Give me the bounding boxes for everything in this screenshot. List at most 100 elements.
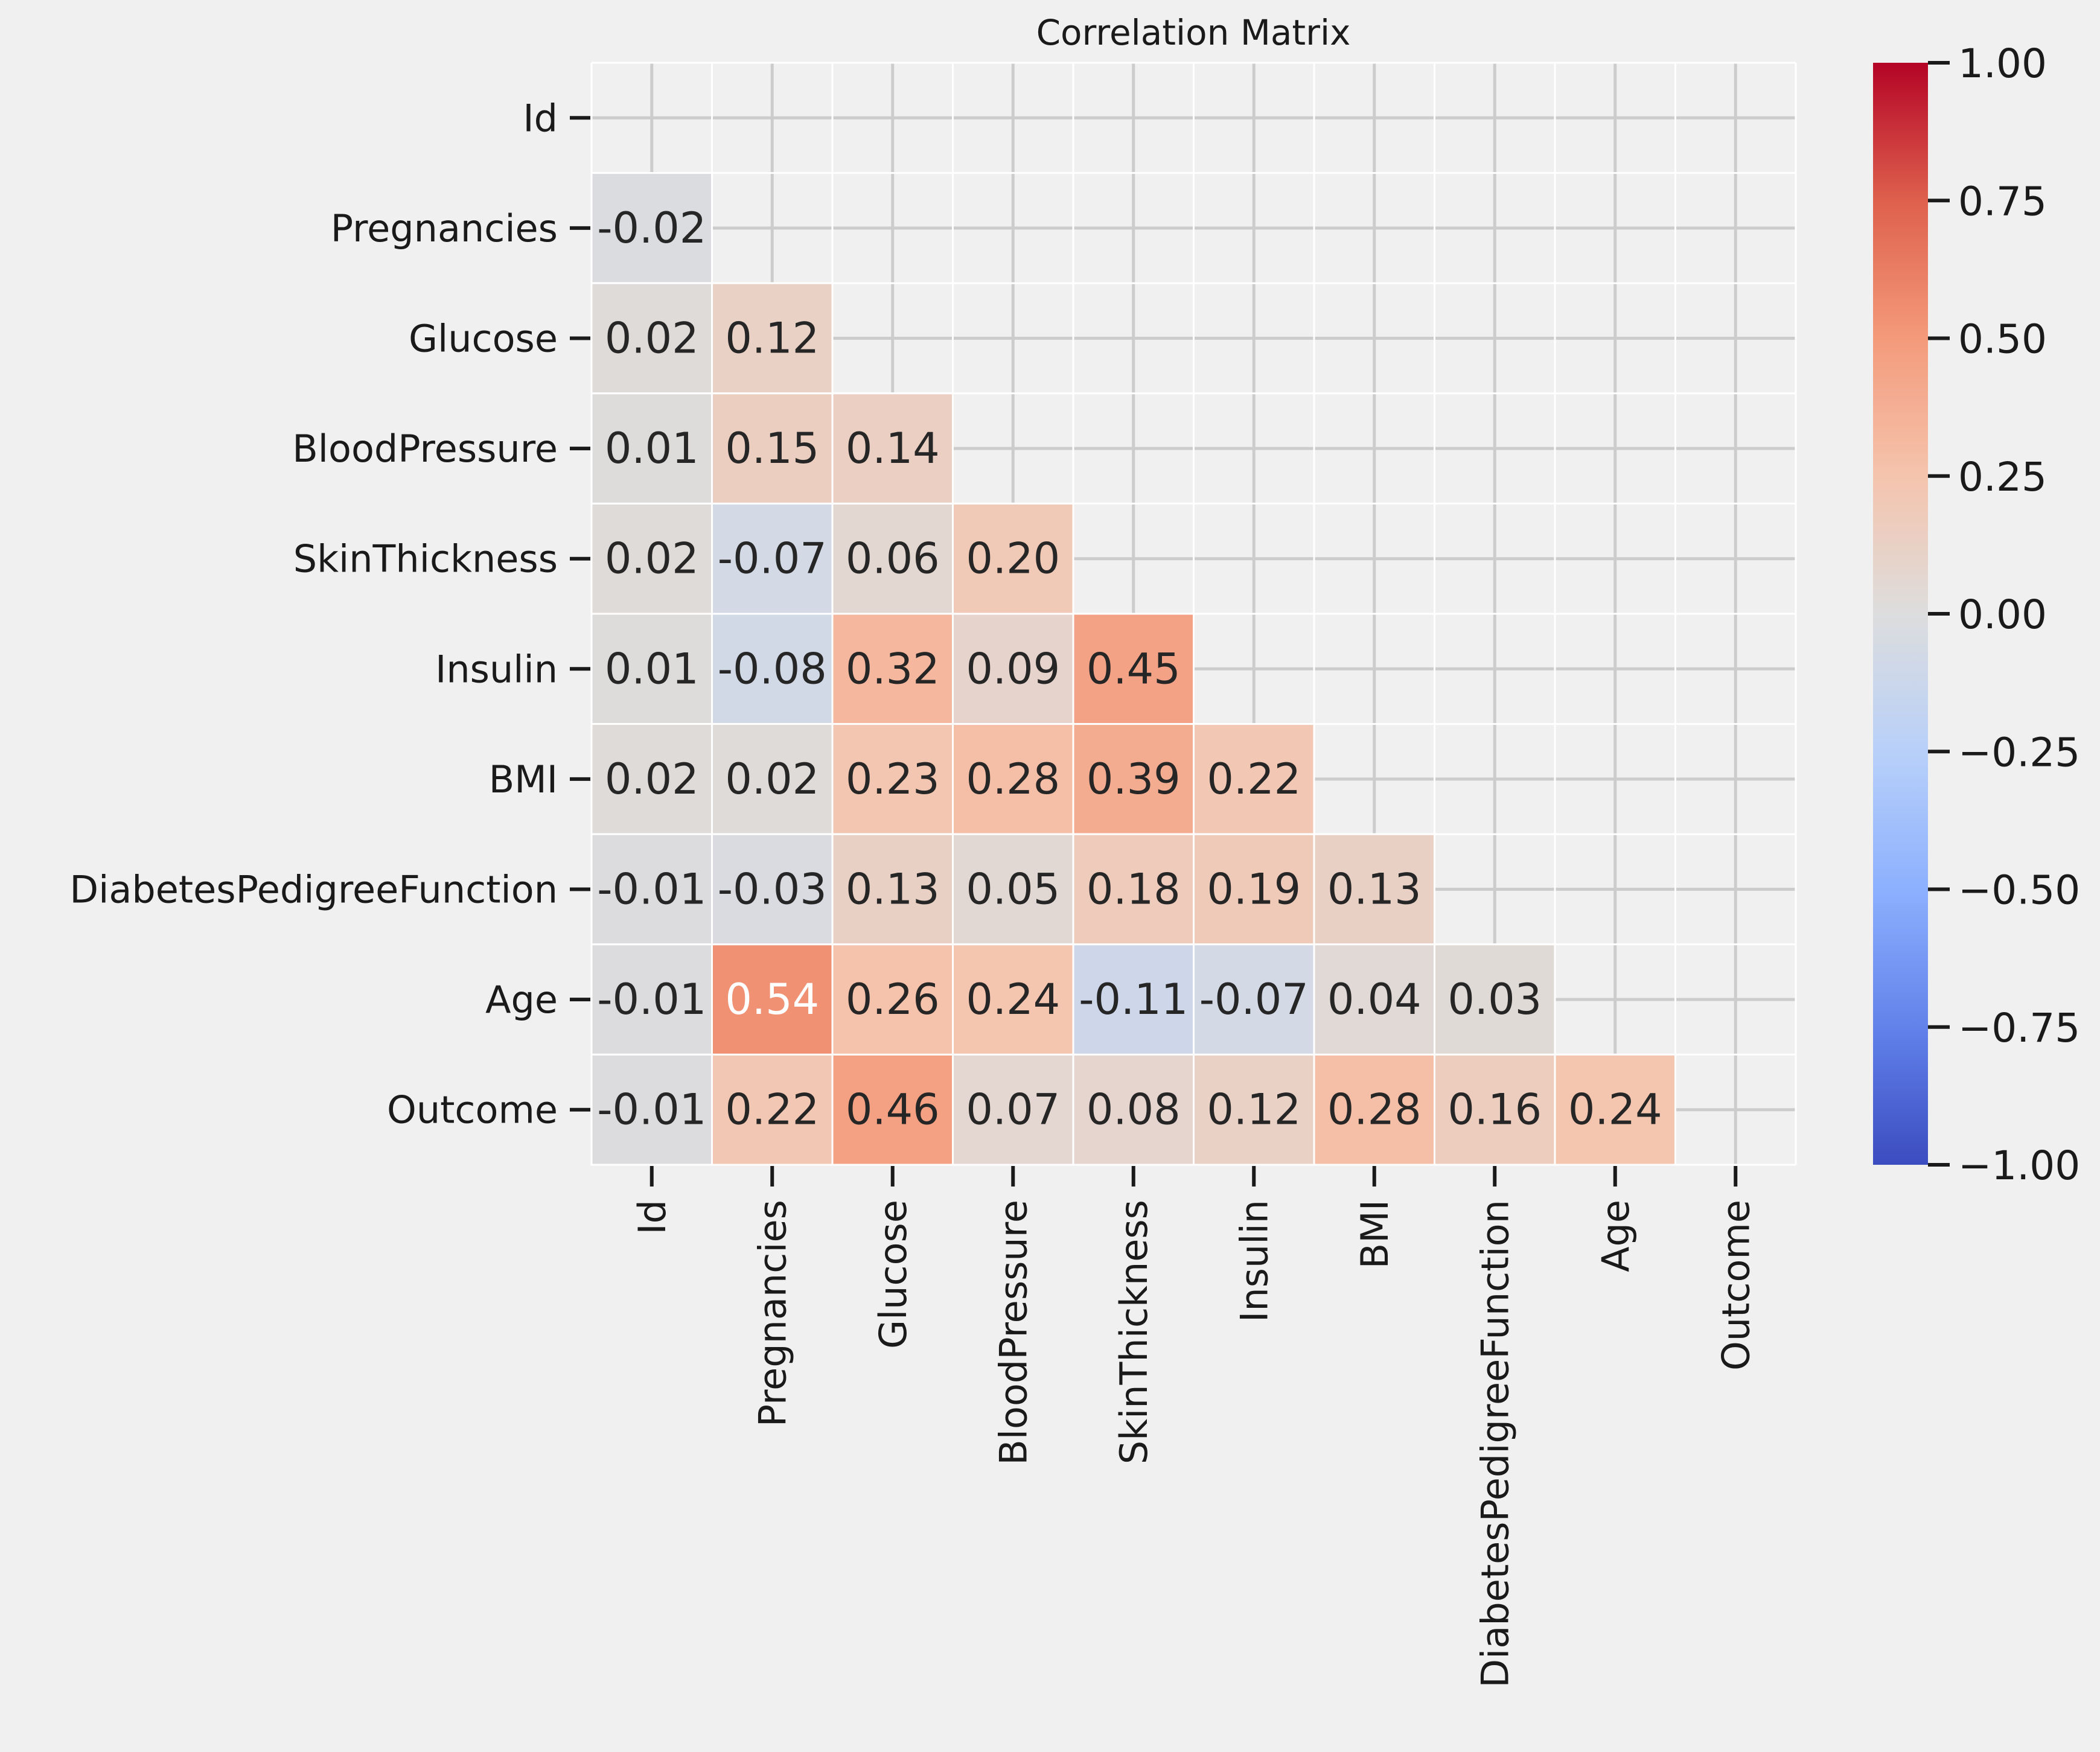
cell-value: -0.07 xyxy=(1199,975,1309,1024)
cell-value: 0.03 xyxy=(1447,975,1542,1024)
cell-value: -0.01 xyxy=(597,975,706,1024)
cell-value: 0.16 xyxy=(1447,1085,1542,1135)
x-axis: Id Pregnancies Glucose BloodPressure SkinThi… xyxy=(630,1166,1758,1688)
heatmap-cells xyxy=(590,172,1676,1166)
cell-value: 0.02 xyxy=(605,314,699,363)
heatmap-cell xyxy=(1193,1053,1315,1166)
cell-value: -0.08 xyxy=(718,644,827,693)
cell-value: 0.12 xyxy=(725,314,819,363)
cell-value: 0.02 xyxy=(605,534,699,584)
heatmap-cell xyxy=(711,613,834,725)
heatmap-cell xyxy=(952,1053,1074,1166)
cell-value: 0.23 xyxy=(846,754,940,804)
x-tick-label: Age xyxy=(1594,1200,1638,1272)
heatmap-cell xyxy=(711,502,834,615)
heatmap-cell xyxy=(711,723,834,835)
colorbar-tick-label: 0.50 xyxy=(1958,316,2047,363)
cell-value: 0.46 xyxy=(846,1085,940,1135)
cell-value: 0.01 xyxy=(605,644,699,693)
colorbar-tick-label: 0.25 xyxy=(1958,454,2047,500)
y-tick-label: BMI xyxy=(489,757,558,801)
heatmap-cell xyxy=(711,833,834,946)
cell-value: 0.14 xyxy=(846,424,940,473)
heatmap-cell xyxy=(590,1053,713,1166)
cell-value: 0.06 xyxy=(846,534,940,584)
heatmap-cell xyxy=(831,833,954,946)
y-tick-label: Glucose xyxy=(409,317,558,361)
cell-value: -0.03 xyxy=(718,865,827,914)
cell-value: 0.04 xyxy=(1327,975,1422,1024)
cell-value: 0.15 xyxy=(725,424,819,473)
heatmap-cell xyxy=(952,723,1074,835)
y-tick-label: BloodPressure xyxy=(292,427,558,471)
heatmap-cell xyxy=(711,282,834,395)
x-tick-label: Pregnancies xyxy=(750,1200,794,1427)
cell-value: 0.02 xyxy=(725,754,819,804)
heatmap-cell xyxy=(1313,833,1435,946)
cell-value: 0.39 xyxy=(1087,754,1181,804)
y-axis: Id Pregnancies Glucose BloodPressure SkinThi… xyxy=(69,96,590,1132)
heatmap-cell xyxy=(952,833,1074,946)
colorbar-tick-label: 0.75 xyxy=(1958,178,2047,225)
x-tick-label: Outcome xyxy=(1714,1200,1758,1371)
cell-value: 0.05 xyxy=(966,865,1060,914)
heatmap-cell xyxy=(1434,943,1556,1056)
colorbar-tick-label: 1.00 xyxy=(1958,40,2047,87)
colorbar-tick-label: 0.00 xyxy=(1958,591,2047,638)
cell-value: 0.01 xyxy=(605,424,699,473)
cell-value: 0.24 xyxy=(966,975,1060,1024)
y-tick-label: DiabetesPedigreeFunction xyxy=(69,868,558,912)
heatmap-cell xyxy=(831,502,954,615)
cell-value: -0.01 xyxy=(597,1085,706,1135)
cell-value: 0.32 xyxy=(846,644,940,693)
y-tick-label: SkinThickness xyxy=(293,537,558,581)
heatmap-cell xyxy=(590,282,713,395)
heatmap-cell xyxy=(831,723,954,835)
y-tick-label: Insulin xyxy=(435,647,558,691)
x-tick-label: Id xyxy=(630,1200,674,1235)
cell-value-labels: -0.02 0.02 0.12 0.01 0.15 0.14 0.02 -0.07 0.06 0.… xyxy=(597,203,1662,1135)
cell-value: 0.22 xyxy=(725,1085,819,1135)
cell-value: 0.18 xyxy=(1087,865,1181,914)
cell-value: 0.24 xyxy=(1568,1085,1662,1135)
cell-value: 0.02 xyxy=(605,754,699,804)
colorbar-gradient xyxy=(1873,63,1928,1165)
heatmap-cell xyxy=(590,172,713,284)
cell-value: 0.45 xyxy=(1087,644,1181,693)
cell-value: 0.13 xyxy=(1327,865,1422,914)
cell-value: 0.07 xyxy=(966,1085,1060,1135)
x-tick-label: BloodPressure xyxy=(991,1200,1035,1465)
cell-value: 0.26 xyxy=(846,975,940,1024)
heatmap-cell xyxy=(590,943,713,1056)
x-tick-label: BMI xyxy=(1353,1200,1397,1269)
heatmap-cell xyxy=(1434,1053,1556,1166)
cell-value: -0.11 xyxy=(1079,975,1188,1024)
heatmap-cell xyxy=(590,833,713,946)
cell-value: 0.20 xyxy=(966,534,1060,584)
colorbar: 1.00 0.75 0.50 0.25 0.00 −0.25 −0.50 −0.75 −1.00 xyxy=(1873,40,2080,1189)
cell-value: 0.54 xyxy=(725,975,819,1024)
heatmap-cell xyxy=(1072,833,1195,946)
heatmap-cell xyxy=(831,943,954,1056)
colorbar-tick-label: −0.25 xyxy=(1958,729,2080,776)
colorbar-tick-label: −0.75 xyxy=(1958,1005,2080,1051)
heatmap-cell xyxy=(952,502,1074,615)
cell-value: 0.09 xyxy=(966,644,1060,693)
y-tick-label: Id xyxy=(523,96,558,140)
x-tick-label: Insulin xyxy=(1232,1200,1276,1322)
cell-value: 0.28 xyxy=(1327,1085,1422,1135)
cell-value: 0.19 xyxy=(1207,865,1301,914)
heatmap-cell xyxy=(1193,723,1315,835)
heatmap-cell xyxy=(1072,1053,1195,1166)
cell-value: 0.28 xyxy=(966,754,1060,804)
heatmap-cell xyxy=(1072,613,1195,725)
heatmap-cell xyxy=(711,1053,834,1166)
chart-title: Correlation Matrix xyxy=(1036,12,1351,53)
x-tick-label: DiabetesPedigreeFunction xyxy=(1473,1200,1517,1688)
colorbar-tick-label: −1.00 xyxy=(1958,1142,2080,1189)
cell-value: 0.08 xyxy=(1087,1085,1181,1135)
cell-value: 0.13 xyxy=(846,865,940,914)
x-tick-label: Glucose xyxy=(871,1200,915,1349)
cell-value: 0.12 xyxy=(1207,1085,1301,1135)
